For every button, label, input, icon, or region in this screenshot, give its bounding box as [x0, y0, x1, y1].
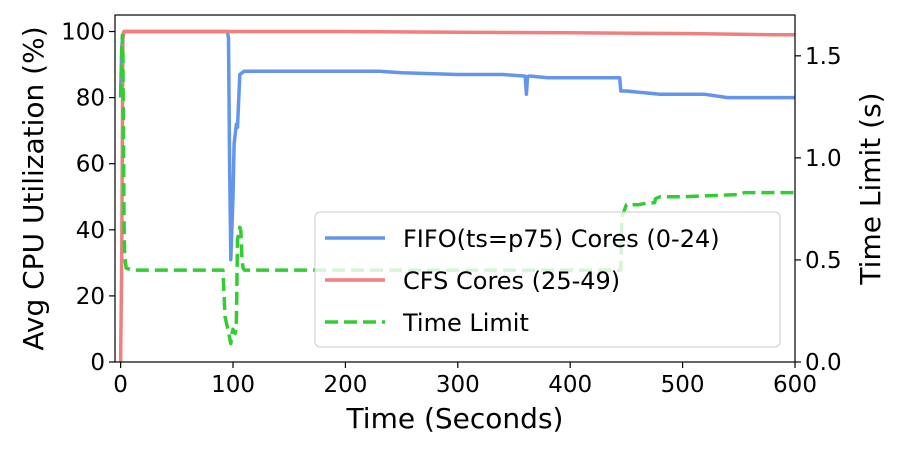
y-axis-ticks: 0 20 40 60 80 100	[61, 20, 115, 376]
y-tick-label: 80	[76, 86, 105, 112]
y2-tick-label: 1.0	[805, 146, 842, 172]
y-tick-label: 100	[61, 20, 105, 46]
x-tick-label: 200	[323, 372, 367, 398]
x-tick-label: 300	[436, 372, 480, 398]
plot-frame	[114, 14, 796, 363]
legend: FIFO(ts=p75) Cores (0-24) CFS Cores (25-4…	[314, 211, 781, 348]
y-tick-label: 40	[76, 218, 105, 244]
y-axis-title: Avg CPU Utilization (%)	[17, 26, 50, 350]
x-tick-label: 100	[211, 372, 255, 398]
y2-axis-ticks: 0.0 0.5 1.0 1.5	[795, 44, 842, 376]
x-axis-title: Time (Seconds)	[346, 402, 564, 435]
x-tick-label: 500	[661, 372, 705, 398]
y2-tick-label: 0.5	[805, 248, 842, 274]
series-line-3	[118, 33, 795, 346]
y2-tick-label: 1.5	[805, 44, 842, 70]
y-tick-label: 60	[76, 152, 105, 178]
y-tick-label: 20	[76, 284, 105, 310]
y2-axis-title: Time Limit (s)	[854, 92, 887, 285]
x-tick-label: 0	[113, 372, 128, 398]
series-layer	[118, 29, 795, 362]
legend-label-2: CFS Cores (25-49)	[403, 267, 620, 295]
legend-box	[314, 211, 781, 348]
x-tick-label: 400	[548, 372, 592, 398]
y-tick-label: 0	[90, 350, 105, 376]
legend-label-1: FIFO(ts=p75) Cores (0-24)	[403, 225, 720, 253]
y2-tick-label: 0.0	[805, 350, 842, 376]
legend-label-3: Time Limit	[402, 309, 529, 337]
x-axis-ticks: 0 100 200 300 400 500 600	[113, 362, 817, 398]
x-tick-label: 600	[773, 372, 817, 398]
